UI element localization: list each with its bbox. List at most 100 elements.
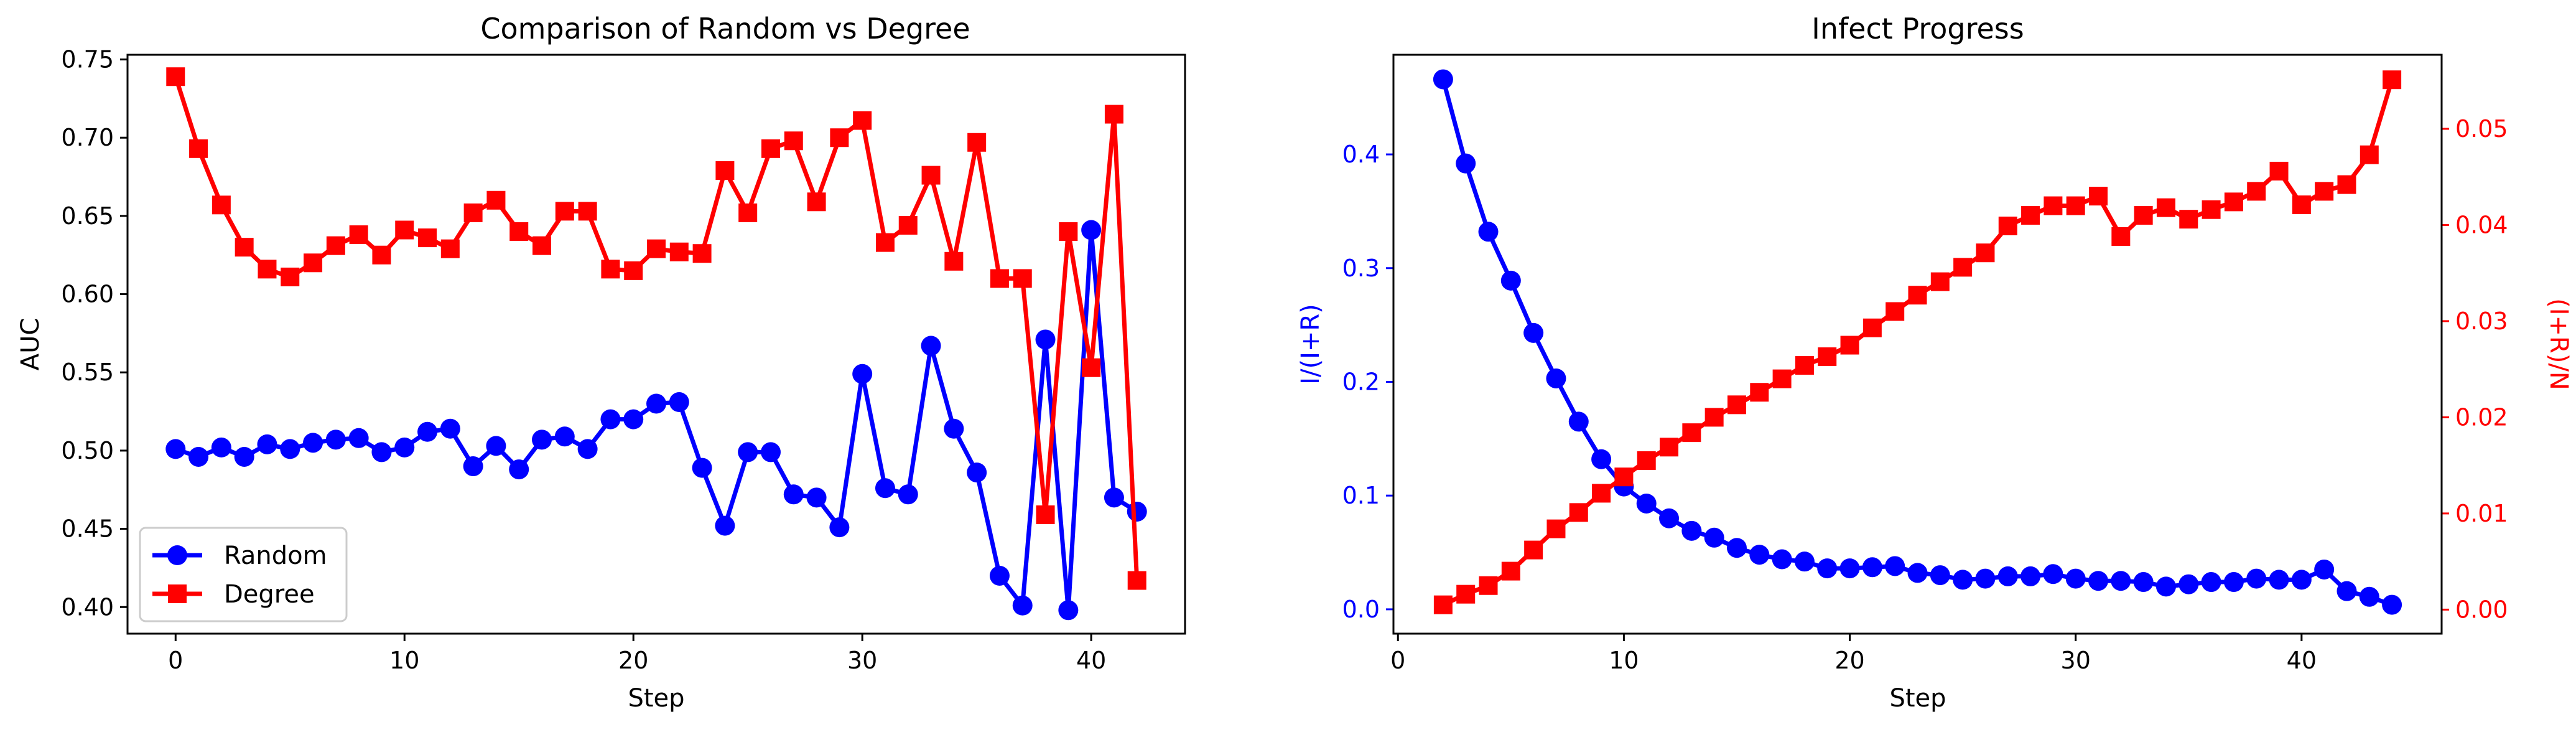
series-random-point <box>440 418 460 439</box>
chart-auc-plot-area: 0 10 20 30 40 0.40 0.45 0.50 0.55 0.60 0.65 0.70 0.7… <box>61 46 1147 674</box>
series-ratio-point <box>2269 570 2289 590</box>
series-ratio-point <box>1839 558 1860 579</box>
auc-xtick-label: 0 <box>168 647 183 674</box>
series-degree-point <box>1082 358 1101 377</box>
series-random-point <box>760 442 781 462</box>
series-random-point <box>921 336 941 356</box>
series-degree-point <box>967 133 987 152</box>
series-reach-point <box>1998 216 2017 235</box>
series-reach-point <box>1524 540 1543 560</box>
series-ratio-point <box>2246 568 2267 589</box>
series-random-point <box>600 409 621 429</box>
series-ratio-point <box>2111 571 2131 591</box>
series-reach-point <box>2179 210 2198 229</box>
series-reach-point <box>2156 198 2175 217</box>
series-reach-point <box>2247 182 2266 201</box>
infect-xtick-label: 0 <box>1390 647 1405 674</box>
series-reach-point <box>1840 336 1859 355</box>
series-reach-point <box>1908 286 1927 305</box>
series-random-point <box>348 428 369 448</box>
series-degree-point <box>875 233 895 252</box>
series-ratio-point <box>2337 581 2357 601</box>
series-degree-point <box>807 192 826 212</box>
series-random-point <box>989 566 1010 586</box>
series-random-point <box>806 487 827 508</box>
series-ratio-point <box>1591 449 1612 469</box>
infect-right-ytick-label: 0.04 <box>2455 211 2508 238</box>
chart-infect-title: Infect Progress <box>1811 12 2024 45</box>
auc-ytick-label: 0.60 <box>61 281 114 308</box>
series-reach-point <box>1592 484 1611 503</box>
legend-random-marker <box>167 545 187 565</box>
series-random-point <box>509 459 529 480</box>
series-degree-point <box>418 228 437 248</box>
infect-right-ytick-label: 0.02 <box>2455 403 2508 431</box>
auc-ytick-label: 0.45 <box>61 515 114 543</box>
series-ratio-point <box>1953 570 1973 590</box>
series-reach-point <box>2111 227 2131 246</box>
series-reach-point <box>1818 347 1837 367</box>
series-random-point <box>1058 600 1079 621</box>
chart-infect-ylabel-left: I/(I+R) <box>1296 304 1325 385</box>
series-degree-point <box>624 261 643 280</box>
series-ratio-point <box>2043 564 2063 584</box>
infect-xtick-label: 40 <box>2287 647 2317 674</box>
series-ratio-point <box>1930 565 1950 586</box>
series-ratio-point <box>1817 558 1838 579</box>
auc-ytick-label: 0.55 <box>61 359 114 386</box>
series-degree-point <box>326 236 345 255</box>
series-degree-point <box>509 222 529 242</box>
series-reach-point <box>1772 369 1792 388</box>
series-ratio-point <box>1772 549 1792 570</box>
auc-ytick-label: 0.50 <box>61 437 114 464</box>
chart-auc-ylabel: AUC <box>16 318 45 371</box>
series-reach-point <box>2315 182 2334 201</box>
series-random-point <box>1104 487 1124 508</box>
series-random-point <box>1035 329 1056 350</box>
auc-xtick-label: 20 <box>618 647 648 674</box>
series-reach-point <box>2269 161 2289 181</box>
series-reach-point <box>2202 200 2221 219</box>
series-degree-point <box>212 195 231 215</box>
series-ratio-point <box>1681 520 1702 541</box>
series-ratio-point <box>1500 270 1521 291</box>
chart-auc-title: Comparison of Random vs Degree <box>480 12 970 45</box>
series-reach-point <box>1682 423 1701 443</box>
series-degree-point <box>463 203 483 222</box>
series-degree-point <box>761 139 780 158</box>
infect-right-ytick-label: 0.05 <box>2455 115 2508 143</box>
series-reach-point <box>1433 595 1453 614</box>
series-degree-point <box>532 236 552 255</box>
series-random-point <box>967 462 987 483</box>
infect-left-ytick-label: 0.0 <box>1342 596 1380 623</box>
infect-left-ytick-label: 0.3 <box>1342 255 1380 282</box>
series-random-point <box>257 434 277 454</box>
series-ratio-point <box>1523 322 1544 343</box>
series-degree-point <box>1036 505 1055 524</box>
series-ratio-point <box>1726 538 1747 558</box>
infect-xtick-label: 30 <box>2061 647 2091 674</box>
auc-xtick-label: 30 <box>847 647 877 674</box>
auc-xtick-label: 10 <box>389 647 419 674</box>
series-ratio-point <box>1546 368 1566 388</box>
series-reach-point <box>1976 243 1995 263</box>
series-random-point <box>669 392 689 412</box>
auc-ytick-label: 0.70 <box>61 124 114 151</box>
series-random-point <box>532 429 552 450</box>
series-degree-point <box>898 215 918 235</box>
chart-infect-frame <box>1392 54 2443 635</box>
series-reach-point <box>1456 584 1476 604</box>
series-degree-point <box>692 244 712 263</box>
series-random-point <box>944 418 964 439</box>
series-random-point <box>577 439 598 459</box>
series-degree-point <box>715 161 735 180</box>
chart-infect-progress: Infect Progress 0 10 20 30 40 0.0 0.1 0.2 0.3 0.4… <box>1296 12 2573 713</box>
series-random-point <box>692 458 712 478</box>
series-degree-point <box>166 67 185 87</box>
series-ratio-point <box>1862 557 1882 578</box>
series-random-point <box>165 439 186 459</box>
series-random-point <box>646 393 666 414</box>
series-ratio-point <box>2065 568 2086 589</box>
series-reach-point <box>1501 561 1520 581</box>
